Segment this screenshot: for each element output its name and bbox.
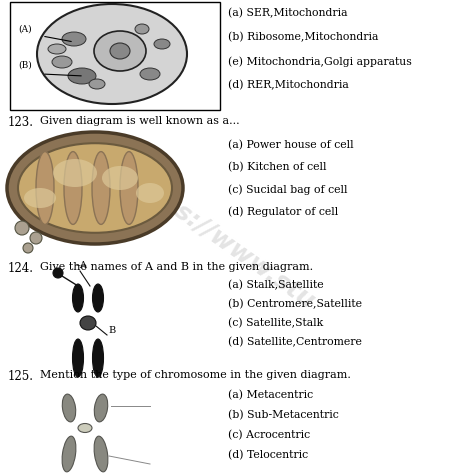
- Circle shape: [23, 243, 33, 253]
- Text: (a) Metacentric: (a) Metacentric: [228, 390, 313, 400]
- Text: (A): (A): [18, 25, 32, 34]
- Circle shape: [30, 232, 42, 244]
- Circle shape: [15, 221, 29, 235]
- Text: (B): (B): [18, 61, 32, 70]
- Ellipse shape: [78, 423, 92, 432]
- Text: (d) Telocentric: (d) Telocentric: [228, 450, 308, 460]
- Ellipse shape: [62, 436, 76, 472]
- Circle shape: [53, 268, 63, 278]
- Ellipse shape: [62, 394, 76, 422]
- Text: (b) Kitchen of cell: (b) Kitchen of cell: [228, 162, 327, 172]
- Ellipse shape: [37, 4, 187, 104]
- Ellipse shape: [154, 39, 170, 49]
- Text: (e) Mitochondria,Golgi apparatus: (e) Mitochondria,Golgi apparatus: [228, 56, 412, 67]
- Ellipse shape: [102, 166, 138, 190]
- Text: 123.: 123.: [8, 116, 34, 129]
- Ellipse shape: [18, 143, 172, 233]
- Ellipse shape: [36, 152, 54, 224]
- Text: (c) Satellite,Stalk: (c) Satellite,Stalk: [228, 318, 323, 328]
- Ellipse shape: [68, 68, 96, 84]
- Text: (d) Regulator of cell: (d) Regulator of cell: [228, 206, 338, 217]
- Ellipse shape: [92, 339, 103, 377]
- Text: Give the names of A and B in the given diagram.: Give the names of A and B in the given d…: [40, 262, 313, 272]
- Ellipse shape: [89, 79, 105, 89]
- Ellipse shape: [136, 183, 164, 203]
- Ellipse shape: [140, 68, 160, 80]
- Ellipse shape: [92, 152, 110, 224]
- Ellipse shape: [73, 284, 83, 312]
- Ellipse shape: [92, 284, 103, 312]
- Ellipse shape: [53, 159, 97, 187]
- Text: (d) Satellite,Centromere: (d) Satellite,Centromere: [228, 337, 362, 347]
- Ellipse shape: [52, 56, 72, 68]
- Text: (b) Sub-Metacentric: (b) Sub-Metacentric: [228, 410, 339, 420]
- Ellipse shape: [62, 32, 86, 46]
- Ellipse shape: [80, 316, 96, 330]
- Text: (b) Centromere,Satellite: (b) Centromere,Satellite: [228, 299, 362, 309]
- Text: (a) SER,Mitochondria: (a) SER,Mitochondria: [228, 8, 347, 18]
- Text: 124.: 124.: [8, 262, 34, 275]
- Text: (a) Power house of cell: (a) Power house of cell: [228, 140, 354, 150]
- Text: (a) Stalk,Satellite: (a) Stalk,Satellite: [228, 280, 324, 290]
- Text: (c) Acrocentric: (c) Acrocentric: [228, 430, 310, 440]
- Text: (d) RER,Mitochondria: (d) RER,Mitochondria: [228, 80, 349, 90]
- Ellipse shape: [94, 31, 146, 71]
- Ellipse shape: [7, 132, 183, 244]
- Text: (c) Sucidal bag of cell: (c) Sucidal bag of cell: [228, 184, 347, 194]
- Text: https://www.stu: https://www.stu: [121, 166, 319, 314]
- Ellipse shape: [24, 188, 56, 208]
- Text: (b) Ribosome,Mitochondria: (b) Ribosome,Mitochondria: [228, 32, 378, 43]
- Bar: [10, 2, 220, 110]
- Ellipse shape: [64, 152, 82, 224]
- Text: 125.: 125.: [8, 370, 34, 383]
- Ellipse shape: [94, 394, 108, 422]
- Text: Mention the type of chromosome in the given diagram.: Mention the type of chromosome in the gi…: [40, 370, 351, 380]
- Text: B: B: [108, 326, 115, 335]
- Ellipse shape: [73, 339, 83, 377]
- Text: Given diagram is well known as a...: Given diagram is well known as a...: [40, 116, 240, 126]
- Ellipse shape: [110, 43, 130, 59]
- Ellipse shape: [48, 44, 66, 54]
- Ellipse shape: [120, 152, 138, 224]
- Ellipse shape: [135, 24, 149, 34]
- Ellipse shape: [94, 436, 108, 472]
- Text: –A: –A: [76, 261, 88, 270]
